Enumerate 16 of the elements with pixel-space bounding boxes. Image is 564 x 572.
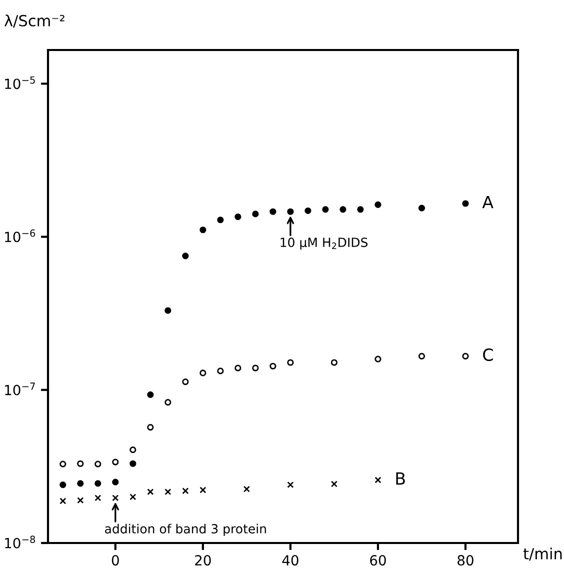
y-tick-label: 10$^{−8}$ [5, 536, 36, 548]
y-axis-title: λ/Scm⁻² [4, 14, 64, 28]
y-tick-label: 10$^{−7}$ [5, 382, 35, 396]
x-tick-label: 60 [370, 555, 386, 566]
y-tick-label: 10$^{−5}$ [5, 76, 35, 90]
series-label: C [483, 348, 493, 362]
annotation: addition of band 3 protein [105, 524, 266, 536]
annotation: 10 μM H$_{2}$DIDS [280, 238, 368, 250]
x-tick-label: 80 [458, 555, 474, 566]
x-tick-label: 20 [195, 555, 211, 566]
x-tick-label: 0 [112, 555, 119, 566]
x-tick-label: 40 [282, 555, 298, 566]
series-label: A [482, 196, 494, 208]
series-label: B [396, 472, 405, 485]
x-axis-title: t/min [523, 548, 562, 561]
y-tick-label: 10$^{−6}$ [5, 229, 36, 242]
